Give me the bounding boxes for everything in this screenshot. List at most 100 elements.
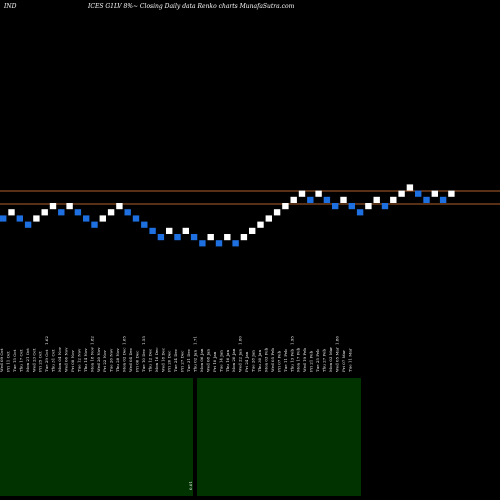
renko-brick-down: [24, 221, 32, 228]
price-level-label: 1.82: [89, 336, 94, 345]
renko-brick-down: [232, 240, 239, 247]
date-tick-label: Mon 04 Nov: [57, 346, 62, 372]
renko-brick-up: [33, 215, 40, 222]
price-level-label: 1.62: [44, 336, 49, 345]
price-level-label: 1.86: [334, 336, 339, 345]
date-tick-label: Tue 26 Nov: [109, 348, 114, 372]
price-level-label: 1.71: [193, 336, 198, 345]
price-level-label: 1.95: [289, 336, 294, 345]
renko-brick-down: [199, 240, 206, 247]
renko-brick-up: [290, 196, 297, 203]
date-tick-label: Wed 09 Oct: [0, 348, 4, 372]
date-tick-label: Fri 27 Dec: [180, 350, 185, 372]
renko-brick-up: [265, 215, 272, 222]
renko-brick-up: [116, 203, 123, 210]
renko-brick-down: [348, 203, 355, 210]
volume-label: 0.01: [188, 481, 193, 490]
renko-brick-up: [41, 209, 48, 216]
date-tick-label: Wed 19 Feb: [302, 348, 307, 372]
renko-brick-up: [182, 227, 189, 234]
volume-panel-right: [197, 378, 361, 496]
date-tick-label: Fri 20 Dec: [167, 350, 172, 372]
date-tick-label: Fri 11 Oct: [5, 351, 10, 372]
date-tick-label: Wed 22 Jan: [238, 349, 243, 372]
date-tick-label: Fri 25 Oct: [38, 351, 43, 372]
date-tick-label: Thu 16 Jan: [225, 350, 230, 372]
renko-brick-up: [373, 196, 380, 203]
date-tick-label: Wed 18 Dec: [160, 347, 165, 372]
renko-brick-down: [307, 196, 314, 203]
renko-brick-up: [166, 227, 173, 234]
renko-brick-down: [423, 196, 430, 203]
date-tick-label: Fri 08 Nov: [70, 349, 75, 372]
renko-brick-up: [315, 190, 322, 197]
renko-brick-up: [207, 234, 214, 241]
renko-brick-down: [132, 215, 140, 222]
renko-bricks: [0, 184, 455, 247]
date-tick-label: Mon 16 Dec: [154, 347, 159, 372]
header-left-text: IND: [3, 3, 17, 10]
date-tick-label: Tue 28 Jan: [251, 350, 256, 372]
date-tick-label: Wed 05 Feb: [270, 348, 275, 372]
date-tick-label: Tue 25 Feb: [315, 349, 320, 372]
renko-brick-down: [0, 215, 7, 222]
price-level-label: 1.80: [238, 336, 243, 345]
date-tick-label: Mon 06 Jan: [199, 348, 204, 372]
renko-brick-down: [83, 215, 90, 222]
date-tick-label: Tue 15 Oct: [12, 349, 17, 372]
price-level-label: 1.55: [141, 336, 146, 345]
renko-brick-up: [340, 196, 347, 203]
volume-panel-left: [0, 378, 193, 496]
date-tick-label: Tue 29 Oct: [44, 349, 49, 372]
date-tick-label: Fri 22 Nov: [102, 349, 107, 372]
date-tick-label: Fri 07 Mar: [341, 350, 346, 372]
date-axis-labels: Wed 09 Oct Fri 11 Oct Tue 15 Oct Thu 17 Oct…: [0, 336, 352, 372]
renko-brick-down: [58, 209, 65, 216]
date-tick-label: Mon 02 Dec: [122, 347, 127, 372]
renko-brick-up: [448, 190, 455, 197]
renko-brick-up: [431, 190, 438, 197]
renko-brick-down: [74, 209, 82, 216]
date-tick-label: Thu 28 Nov: [115, 348, 120, 372]
date-tick-label: Fri 10 Jan: [212, 351, 217, 372]
renko-brick-down: [415, 190, 422, 197]
date-tick-label: Tue 11 Mar: [347, 348, 352, 372]
date-tick-label: Tue 12 Nov: [76, 348, 81, 372]
date-tick-label: Wed 20 Nov: [96, 347, 101, 372]
date-tick-label: Thu 17 Oct: [18, 349, 23, 372]
date-tick-label: Thu 31 Oct: [51, 349, 56, 372]
renko-brick-up: [107, 209, 115, 216]
price-level-label: 1.65: [122, 336, 127, 345]
renko-brick-down: [141, 221, 148, 228]
renko-brick-down: [356, 209, 364, 216]
renko-brick-up: [298, 190, 306, 197]
date-tick-label: Tue 24 Dec: [173, 348, 178, 372]
date-tick-label: Wed 23 Oct: [31, 348, 36, 372]
renko-brick-down: [91, 221, 98, 228]
renko-brick-up: [8, 209, 15, 216]
date-tick-label: Thu 27 Feb: [322, 349, 327, 372]
renko-brick-down: [381, 203, 389, 210]
renko-brick-up: [257, 221, 264, 228]
renko-brick-up: [240, 234, 248, 241]
renko-brick-down: [215, 240, 223, 247]
renko-brick-up: [398, 190, 405, 197]
date-tick-label: Thu 13 Feb: [289, 349, 294, 372]
date-tick-label: Tue 10 Dec: [141, 348, 146, 372]
date-tick-label: Thu 02 Jan: [193, 350, 198, 372]
date-tick-label: Mon 03 Mar: [328, 347, 333, 372]
renko-brick-down: [174, 234, 181, 241]
renko-brick-down: [332, 203, 339, 210]
date-tick-label: Mon 20 Jan: [231, 348, 236, 372]
date-tick-label: Mon 18 Nov: [89, 346, 94, 372]
date-tick-label: Fri 24 Jan: [244, 351, 249, 372]
renko-brick-up: [66, 203, 73, 210]
renko-brick-up: [99, 215, 106, 222]
renko-brick-up: [224, 234, 231, 241]
date-tick-label: Fri 07 Feb: [276, 350, 281, 372]
date-tick-label: Thu 12 Dec: [147, 348, 152, 372]
date-tick-label: Wed 04 Dec: [128, 347, 133, 372]
renko-brick-up: [390, 196, 397, 203]
date-tick-label: Mon 03 Feb: [263, 347, 268, 372]
